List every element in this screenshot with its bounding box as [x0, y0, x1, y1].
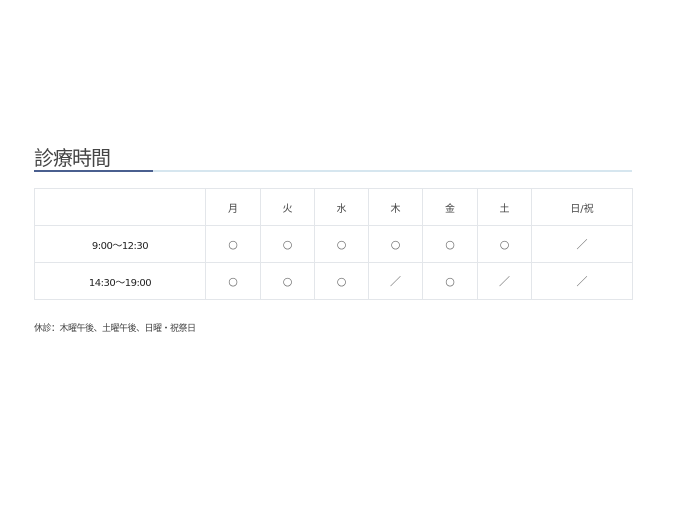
schedule-table: 月火水木金土日/祝 9:00～12:30 ○ ○ ○ ○ ○ ○ ／ 14:30～19:00 ○… [34, 188, 633, 300]
column-header: 火 [260, 188, 315, 226]
table-header-row: 月火水木金土日/祝 [34, 188, 633, 226]
closed-days-note: 休診：木曜午後、土曜午後、日曜・祝祭日 [34, 324, 196, 334]
availability-cell: ／ [531, 225, 633, 263]
column-header: 水 [314, 188, 369, 226]
table-row: 14:30～19:00 ○ ○ ○ ／ ○ ／／ [34, 262, 633, 300]
availability-cell: ○ [314, 262, 369, 300]
availability-cell: ／ [368, 262, 423, 300]
table-row: 9:00～12:30 ○ ○ ○ ○ ○ ○ ／ [34, 225, 633, 263]
availability-cell: ○ [260, 262, 315, 300]
column-header: 木 [368, 188, 423, 226]
availability-cell: ○ [477, 225, 532, 263]
availability-cell: ／ [531, 262, 633, 300]
availability-cell: ／ [477, 262, 532, 300]
column-header: 金 [422, 188, 478, 226]
availability-cell: ○ [205, 225, 261, 263]
column-header: 月 [205, 188, 261, 226]
availability-cell: ○ [422, 225, 478, 263]
column-header: 土 [477, 188, 532, 226]
availability-cell: ○ [422, 262, 478, 300]
title-underline-accent [34, 170, 153, 172]
column-header: 日/祝 [531, 188, 633, 226]
column-header [34, 188, 206, 226]
page-title: 診療時間 [34, 146, 111, 170]
time-slot: 14:30～19:00 [34, 262, 206, 300]
availability-cell: ○ [314, 225, 369, 263]
time-slot: 9:00～12:30 [34, 225, 206, 263]
title-underline [34, 170, 632, 172]
availability-cell: ○ [260, 225, 315, 263]
availability-cell: ○ [205, 262, 261, 300]
availability-cell: ○ [368, 225, 423, 263]
